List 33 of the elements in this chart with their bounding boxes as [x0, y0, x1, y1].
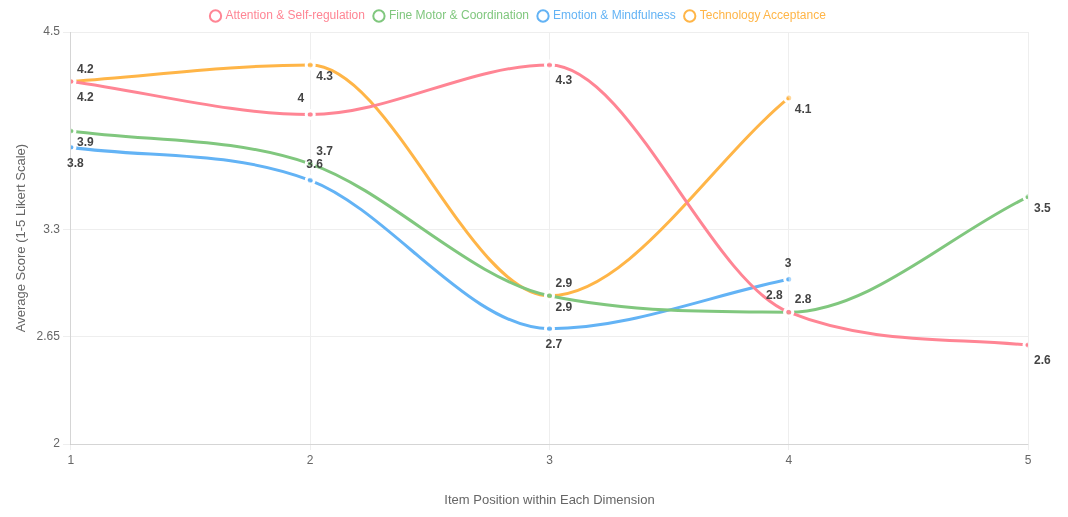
data-label: 2.7 [545, 336, 563, 351]
data-label: 2.8 [766, 288, 784, 303]
y-tick-label: 2 [53, 436, 61, 451]
data-label: 4.1 [794, 102, 812, 117]
data-label: 4.2 [76, 89, 94, 104]
legend-label: Fine Motor & Coordination [388, 8, 530, 23]
data-label: 3.8 [66, 155, 84, 170]
y-tick-label: 4.5 [43, 24, 61, 39]
y-axis-title: Average Score (1-5 Likert Scale) [13, 143, 29, 333]
x-tick-label: 3 [546, 452, 554, 467]
data-label: 3.6 [306, 156, 324, 171]
x-axis-title: Item Position within Each Dimension [444, 491, 655, 507]
data-label: 2.8 [794, 292, 812, 307]
data-label: 2.6 [1034, 353, 1052, 368]
data-label: 4 [297, 90, 305, 105]
data-label: 2.9 [555, 275, 573, 290]
legend-label: Technology Acceptance [699, 8, 827, 23]
data-label: 3.5 [1034, 201, 1052, 216]
y-tick-label: 3.3 [43, 222, 61, 237]
data-label: 2.9 [555, 299, 573, 314]
y-tick-label: 2.65 [36, 329, 61, 344]
legend-label: Attention & Self-regulation [225, 8, 365, 23]
x-tick-label: 4 [785, 452, 793, 467]
data-label: 4.3 [316, 69, 334, 84]
x-tick-label: 2 [306, 452, 314, 467]
legend-label: Emotion & Mindfulness [553, 8, 676, 23]
data-label: 3 [784, 255, 792, 270]
data-label: 4.3 [555, 73, 573, 88]
x-tick-label: 1 [67, 452, 75, 467]
data-label: 3.7 [316, 144, 334, 159]
x-tick-label: 5 [1024, 452, 1032, 467]
data-label: 3.9 [76, 135, 94, 150]
data-label: 4.2 [76, 61, 94, 76]
